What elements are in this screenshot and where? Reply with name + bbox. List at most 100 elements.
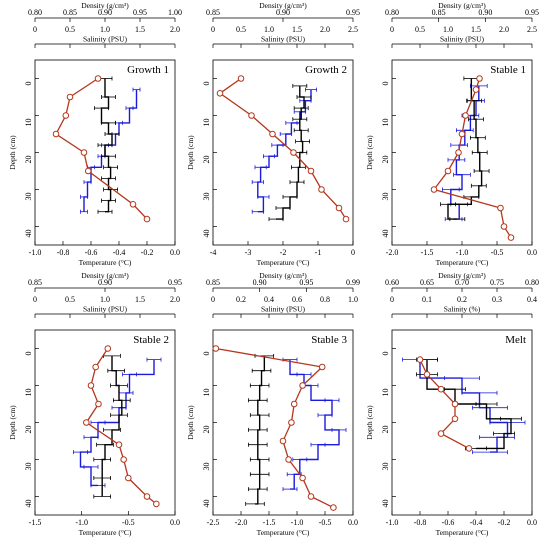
temperature-point: [212, 345, 220, 352]
panel-title: Stable 2: [133, 334, 169, 346]
temperature-tick-label: -1.0: [29, 248, 42, 257]
salinity-tick-label: 0: [33, 295, 37, 304]
temperature-tick-label: 0.0: [348, 518, 358, 527]
temperature-tick-label: 0.0: [170, 248, 180, 257]
density-line: [426, 359, 512, 450]
depth-tick-label: 20: [24, 156, 33, 164]
depth-tick-label: 30: [381, 193, 390, 201]
depth-tick-label: 10: [24, 119, 33, 127]
depth-axis-title: Depth (cm): [186, 405, 195, 440]
depth-tick-label: 20: [202, 156, 211, 164]
temperature-tick-label: -0.2: [498, 518, 511, 527]
salinity-axis-title: Salinity (PSU): [261, 305, 305, 314]
salinity-axis-title: Salinity (PSU): [261, 35, 305, 44]
temperature-point: [279, 437, 287, 445]
density-tick-label: 0.90: [98, 278, 112, 287]
temperature-point: [416, 356, 424, 363]
density-tick-label: 0.95: [299, 278, 313, 287]
depth-tick-label: 0: [381, 82, 390, 86]
depth-tick-label: 0: [202, 82, 211, 86]
temperature-point: [129, 201, 137, 208]
salinity-tick-label: 1.5: [471, 25, 481, 34]
temperature-axis-title: Temperature (°C): [436, 528, 489, 537]
depth-tick-label: 20: [202, 426, 211, 434]
temperature-point: [500, 223, 508, 230]
salinity-tick-label: 0.3: [492, 295, 502, 304]
temperature-point: [307, 167, 315, 175]
temperature-tick-label: -2: [280, 248, 287, 257]
temperature-point: [288, 419, 295, 426]
salinity-tick-label: 0.4: [264, 295, 274, 304]
temperature-tick-label: -0.2: [141, 248, 154, 257]
panel-stable-3: Density (g/cm³) 0.85 0.90 0.95 0.99 Salinity …: [186, 271, 360, 537]
salinity-tick-label: 0.2: [457, 295, 467, 304]
depth-tick-label: 20: [24, 426, 33, 434]
density-tick-label: 0.75: [490, 278, 504, 287]
density-tick-label: 1.00: [168, 8, 182, 17]
depth-tick-label: 40: [202, 230, 211, 238]
temperature-point: [104, 345, 112, 352]
density-axis-title: Density (g/cm³): [259, 271, 307, 280]
temperature-point: [94, 75, 102, 82]
temperature-tick-label: -0.6: [442, 518, 455, 527]
temperature-tick-label: -4: [210, 248, 217, 257]
salinity-tick-label: 0.5: [236, 25, 246, 34]
panel-growth-1: Density (g/cm³)0.80 0.85 0.90 0.95 1.00Salin…: [8, 1, 182, 267]
temperature-axis-title: Temperature (°C): [257, 258, 310, 267]
temperature-axis-title: Temperature (°C): [257, 528, 310, 537]
depth-axis-title: Depth (cm): [186, 135, 195, 170]
salinity-tick-label: 0.5: [65, 295, 75, 304]
temperature-point: [458, 130, 466, 138]
salinity-tick-label: 2.5: [527, 25, 537, 34]
temperature-tick-label: -0.4: [470, 518, 483, 527]
density-axis-title: Density (g/cm³): [438, 1, 486, 10]
temperature-point: [318, 186, 325, 193]
temperature-point: [476, 75, 483, 82]
density-tick-label: 0.90: [478, 8, 492, 17]
depth-axis-title: Depth (cm): [8, 405, 17, 440]
panel-title: Growth 2: [305, 64, 347, 76]
density-axis-title: Density (g/cm³): [259, 1, 307, 10]
temperature-axis-title: Temperature (°C): [79, 258, 132, 267]
salinity-tick-label: 2.0: [170, 295, 180, 304]
temperature-point: [62, 112, 70, 119]
salinity-tick-label: 0.4: [527, 295, 537, 304]
temperature-tick-label: -0.5: [122, 518, 135, 527]
temperature-line: [215, 347, 334, 509]
temperature-tick-label: -0.8: [414, 518, 427, 527]
density-tick-label: 0.85: [206, 278, 220, 287]
salinity-tick-label: 0: [211, 25, 215, 34]
salinity-tick-label: 1.0: [100, 295, 110, 304]
temperature-tick-label: -1.5: [421, 248, 434, 257]
salinity-tick-label: 0: [390, 25, 394, 34]
salinity-tick-label: 1.5: [292, 25, 302, 34]
temperature-tick-label: -0.5: [319, 518, 332, 527]
temperature-point: [437, 430, 445, 437]
depth-tick-label: 30: [24, 193, 33, 201]
temperature-tick-label: -2.5: [207, 518, 220, 527]
temperature-point: [269, 130, 276, 138]
temperature-point: [465, 445, 473, 452]
depth-tick-label: 40: [381, 230, 390, 238]
temperature-point: [143, 215, 151, 223]
depth-tick-label: 20: [381, 426, 390, 434]
depth-tick-label: 0: [202, 352, 211, 356]
depth-tick-label: 30: [202, 463, 211, 471]
temperature-point: [444, 167, 452, 175]
density-tick-label: 0.85: [63, 8, 77, 17]
temperature-tick-label: 0.0: [527, 248, 537, 257]
density-tick-label: 0.90: [276, 8, 290, 17]
temperature-point: [95, 400, 102, 408]
salinity-tick-label: 1.0: [348, 295, 358, 304]
depth-tick-label: 40: [24, 230, 33, 238]
density-tick-label: 0.70: [455, 278, 469, 287]
density-axis-title: Density (g/cm³): [81, 1, 129, 10]
density-tick-label: 0.85: [28, 278, 42, 287]
depth-axis-title: Depth (cm): [365, 135, 374, 170]
depth-tick-label: 0: [24, 82, 33, 86]
temperature-point: [216, 90, 224, 97]
density-tick-label: 0.95: [525, 8, 539, 17]
panel-stable-2: Density (g/cm³) 0.85 0.90 0.95 Salinity (PSU…: [8, 271, 182, 537]
salinity-tick-label: 2.0: [170, 25, 180, 34]
